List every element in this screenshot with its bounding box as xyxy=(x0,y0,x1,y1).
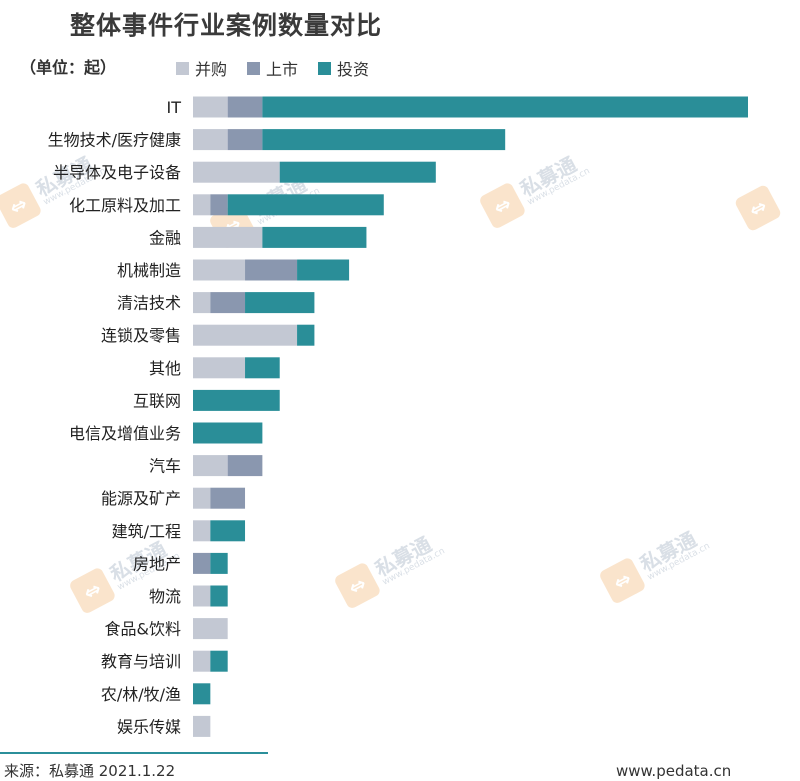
unit-label: （单位：起） xyxy=(20,58,117,77)
bar-segment-merger xyxy=(193,618,228,640)
category-label: 能源及矿产 xyxy=(101,489,181,508)
category-label: 金融 xyxy=(149,228,181,247)
bar-segment-merger xyxy=(193,194,211,216)
category-label: 其他 xyxy=(149,359,181,378)
category-label: 房地产 xyxy=(133,554,181,573)
chart-legend: 并购 上市 投资 xyxy=(176,56,369,80)
bar-segment-merger xyxy=(193,520,211,542)
bar-segment-investment xyxy=(193,422,263,444)
bar-segment-merger xyxy=(193,259,246,281)
legend-label-merger: 并购 xyxy=(195,60,228,79)
source-url: www.pedata.cn xyxy=(616,762,732,780)
bar-segment-merger xyxy=(193,129,228,151)
bar-segment-ipo xyxy=(245,259,298,281)
category-label: 半导体及电子设备 xyxy=(53,163,181,182)
category-label: 汽车 xyxy=(149,457,181,476)
bar-segment-merger xyxy=(193,324,298,346)
bar-segment-investment xyxy=(210,585,228,607)
category-label: 建筑/工程 xyxy=(112,522,181,541)
bar-segment-ipo xyxy=(210,292,246,314)
bar-segment-merger xyxy=(193,650,211,672)
bar-segment-merger xyxy=(193,715,211,737)
category-label: 机械制造 xyxy=(117,261,181,280)
category-label: 食品&饮料 xyxy=(105,620,181,639)
source-note: 来源：私募通 2021.1.22 xyxy=(4,762,176,780)
bar-segment-merger xyxy=(193,226,263,248)
bar-segment-investment xyxy=(210,650,228,672)
bar-segment-investment xyxy=(279,161,436,183)
bar-segment-merger xyxy=(193,455,228,477)
bar-segment-merger xyxy=(193,161,280,183)
bar-segment-investment xyxy=(245,357,280,379)
legend-swatch-merger xyxy=(176,61,189,75)
bar-segment-ipo xyxy=(227,96,263,118)
bar-segment-investment xyxy=(227,194,384,216)
bar-segment-merger xyxy=(193,487,211,509)
category-label: 互联网 xyxy=(133,391,181,410)
bar-segment-investment xyxy=(193,389,280,411)
bar-segment-ipo xyxy=(227,129,263,151)
bar-segment-investment xyxy=(210,520,246,542)
bar-segment-ipo xyxy=(227,455,263,477)
bar-segment-investment xyxy=(297,324,315,346)
bar-segment-ipo xyxy=(210,194,228,216)
bar-segment-merger xyxy=(193,96,228,118)
bar-segment-merger xyxy=(193,585,211,607)
bar-segment-investment xyxy=(262,226,367,248)
legend-label-ipo: 上市 xyxy=(266,60,299,79)
category-label: 化工原料及加工 xyxy=(69,196,181,215)
category-label: 农/林/牧/渔 xyxy=(101,685,181,704)
bar-segment-ipo xyxy=(210,487,246,509)
bar-segment-ipo xyxy=(193,552,211,574)
category-label: 娱乐传媒 xyxy=(117,717,181,736)
category-label: 生物技术/医疗健康 xyxy=(48,131,181,150)
category-label: 电信及增值业务 xyxy=(69,424,181,443)
bar-segment-investment xyxy=(193,683,211,705)
bar-segment-merger xyxy=(193,357,246,379)
bar-segment-investment xyxy=(262,129,506,151)
footer-divider xyxy=(0,752,268,754)
legend-item-ipo: 上市 xyxy=(247,56,298,80)
bar-segment-investment xyxy=(262,96,748,118)
legend-item-merger: 并购 xyxy=(176,56,227,80)
legend-label-investment: 投资 xyxy=(337,60,370,79)
category-label: 连锁及零售 xyxy=(101,326,181,345)
legend-swatch-ipo xyxy=(247,61,261,75)
bar-segment-merger xyxy=(193,292,211,314)
category-label: IT xyxy=(167,98,182,117)
bar-segment-investment xyxy=(297,259,350,281)
bar-segment-investment xyxy=(210,552,228,574)
bar-segment-investment xyxy=(245,292,315,314)
category-label: 物流 xyxy=(149,587,181,606)
legend-swatch-investment xyxy=(318,61,332,75)
category-label: 清洁技术 xyxy=(117,294,181,313)
category-label: 教育与培训 xyxy=(101,652,181,671)
legend-item-investment: 投资 xyxy=(318,56,369,80)
chart-title: 整体事件行业案例数量对比 xyxy=(70,11,383,40)
